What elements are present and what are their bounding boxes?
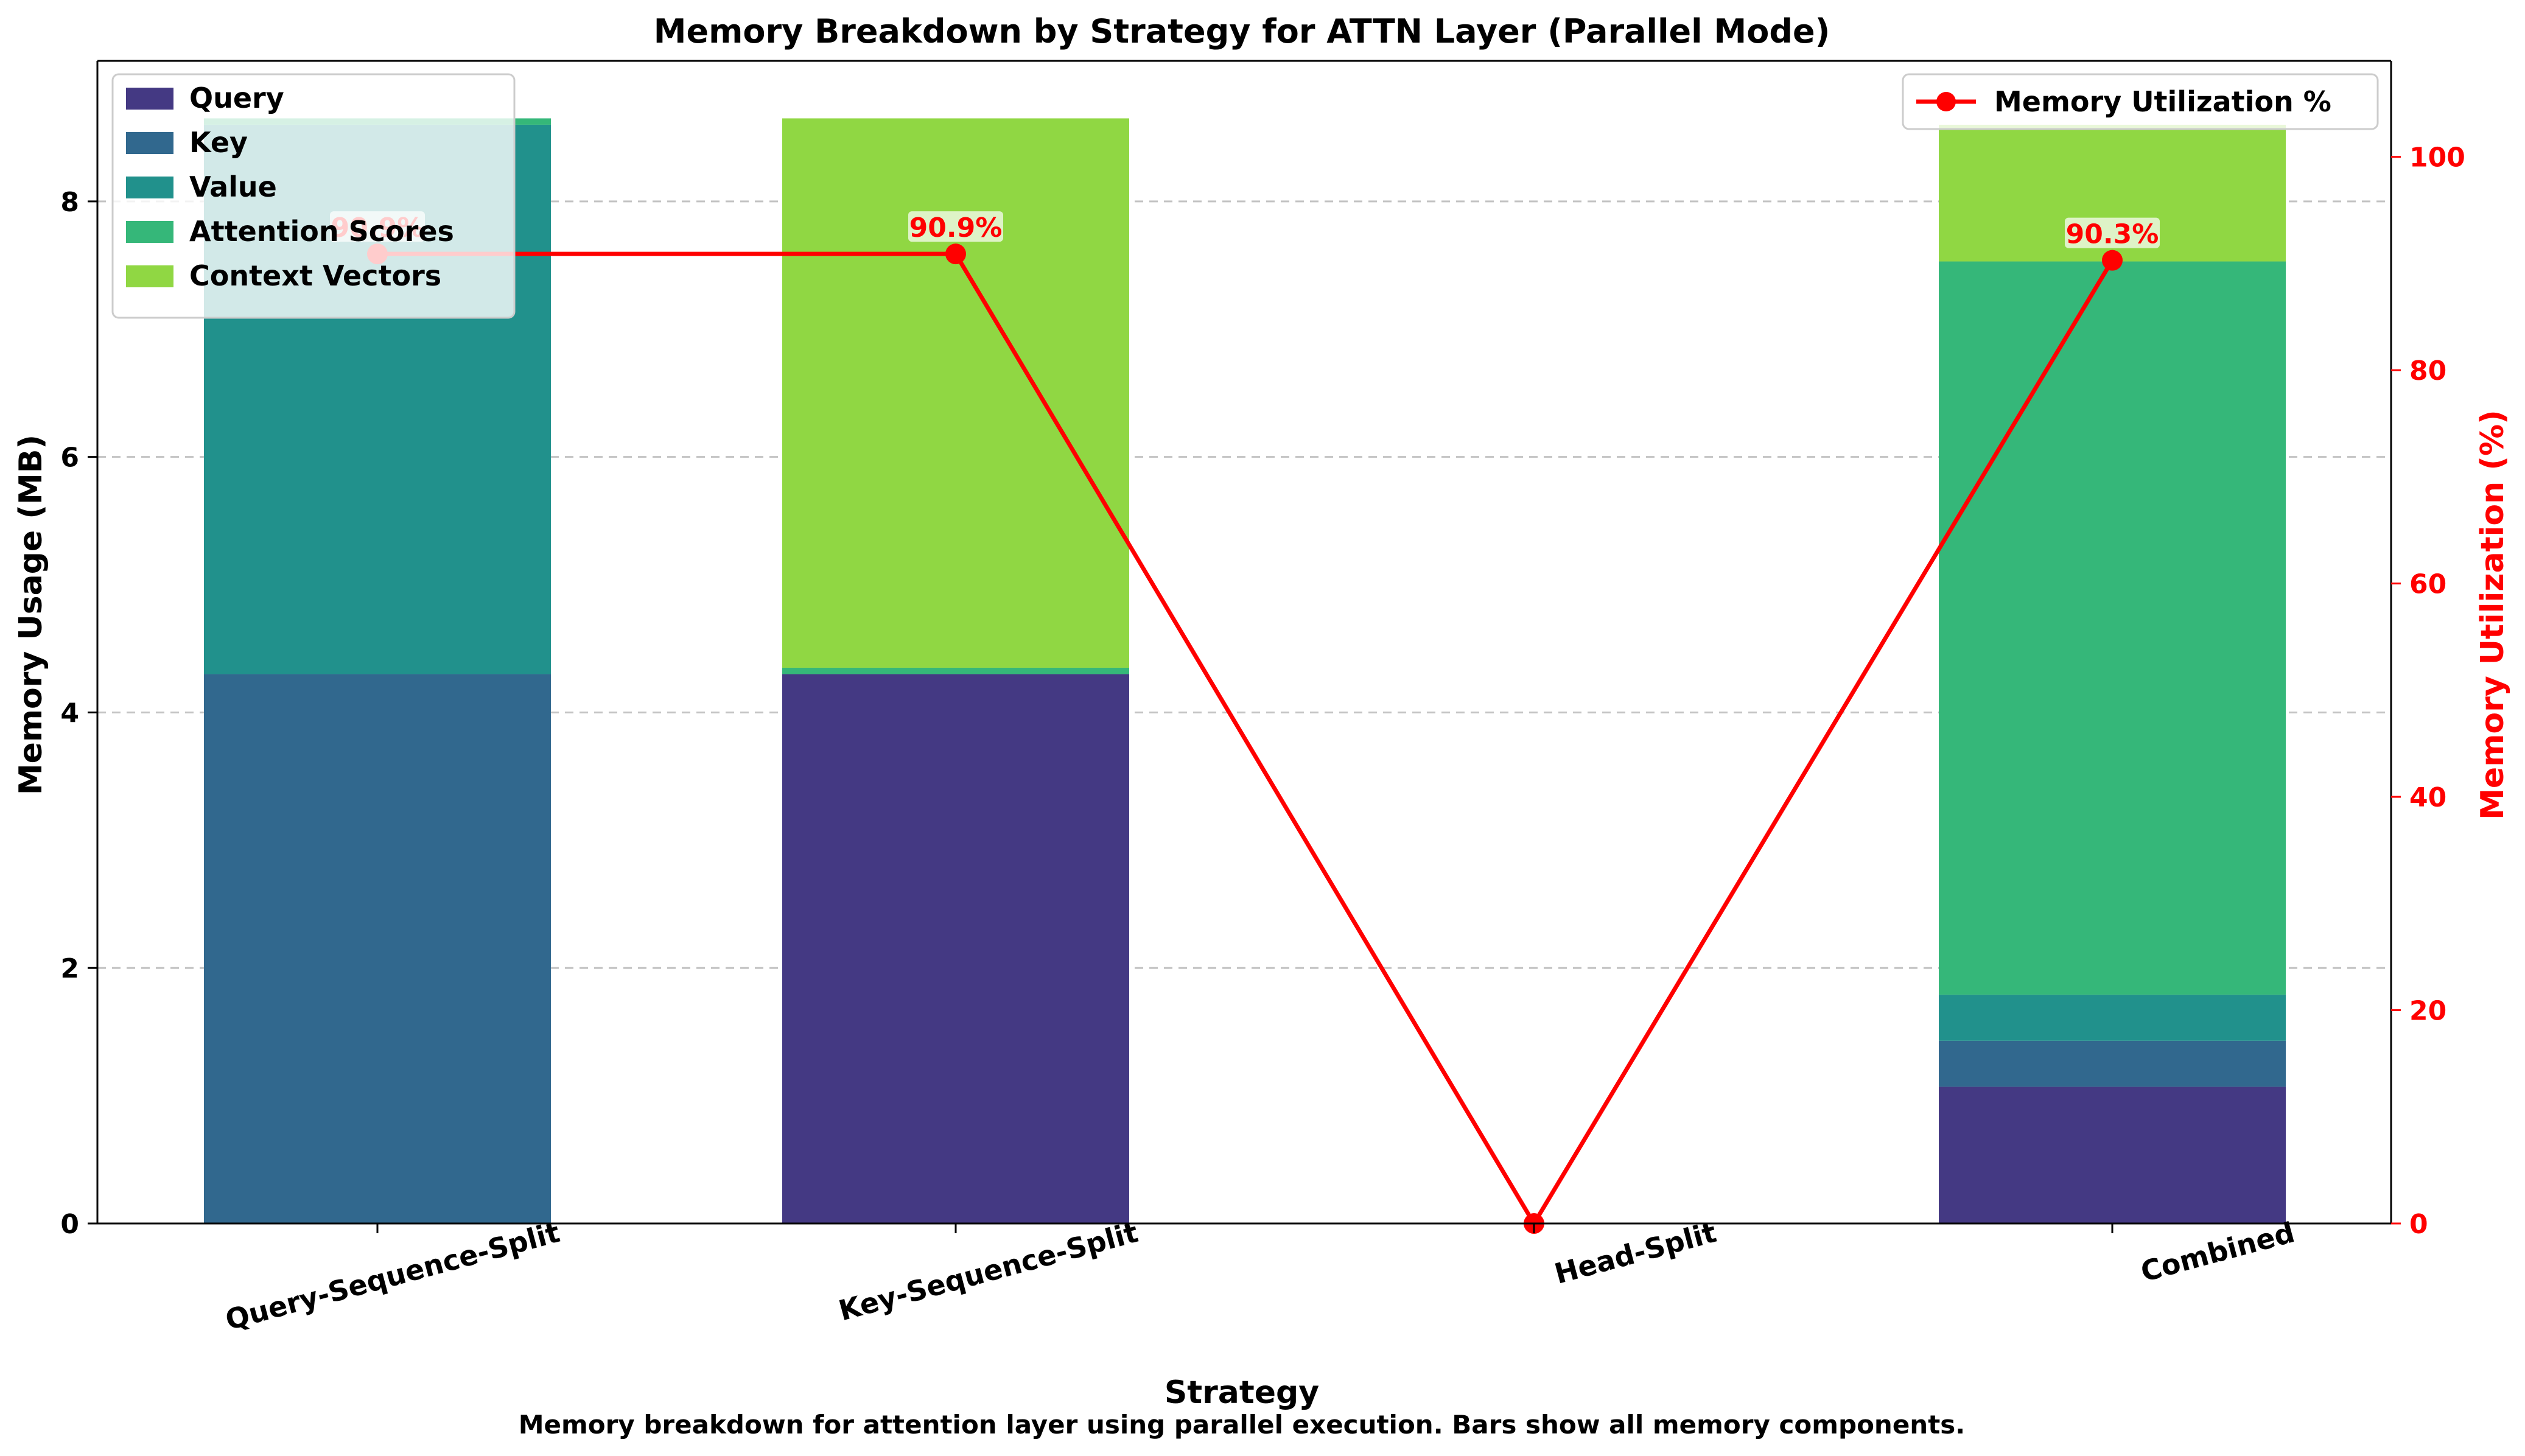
y-axis-label: Memory Usage (MB) — [13, 435, 49, 795]
bar-combined-value — [1939, 995, 2286, 1041]
legend-label-context-vectors: Context Vectors — [189, 259, 441, 292]
legend-label-attention-scores: Attention Scores — [189, 215, 454, 248]
y-tick-label-2: 2 — [60, 953, 79, 984]
y-tick-label-8: 8 — [60, 187, 79, 218]
bar-key-sequence-split-query — [782, 674, 1129, 1223]
y2-tick-label-100: 100 — [2409, 142, 2465, 173]
chart-title: Memory Breakdown by Strategy for ATTN La… — [654, 12, 1830, 51]
utilization-label-bg-key-sequence-split — [908, 211, 1003, 242]
y-tick-label-0: 0 — [60, 1209, 79, 1240]
legend-swatch-key — [126, 132, 173, 154]
legend-label-query: Query — [189, 82, 284, 114]
legend2-label: Memory Utilization % — [1994, 85, 2331, 118]
legend2-marker-swatch — [1936, 92, 1956, 111]
utilization-marker-combined — [2102, 250, 2123, 271]
x-axis-label: Strategy — [1164, 1374, 1319, 1411]
utilization-label-key-sequence-split: 90.9% — [909, 212, 1003, 243]
bar-combined-attention-scores — [1939, 261, 2286, 995]
bar-key-sequence-split-context-vectors — [782, 118, 1129, 668]
y-tick-label-6: 6 — [60, 443, 79, 474]
y2-tick-label-40: 40 — [2409, 782, 2446, 813]
figure-caption: Memory breakdown for attention layer usi… — [519, 1410, 1966, 1440]
utilization-label-combined: 90.3% — [2066, 219, 2159, 250]
legend-box — [111, 73, 516, 319]
bar-combined-key — [1939, 1040, 2286, 1087]
y-tick-label-4: 4 — [60, 698, 79, 729]
y2-tick-label-80: 80 — [2409, 355, 2446, 387]
bars — [204, 118, 2286, 1223]
legend: Query Key Value Attention Scores Context Vec… — [111, 73, 2379, 319]
legend2-box — [1902, 73, 2379, 130]
utilization-line-path — [377, 251, 2115, 1226]
y2-tick-label-0: 0 — [2409, 1209, 2428, 1240]
bar-key-sequence-split-attention-scores — [782, 667, 1129, 674]
bar-query-sequence-split-key — [204, 674, 551, 1223]
utilization-marker-key-sequence-split — [945, 243, 966, 265]
y2-tick-label-20: 20 — [2409, 996, 2446, 1027]
bar-combined-query — [1939, 1087, 2286, 1223]
legend-swatch-query — [126, 88, 173, 110]
legend-swatch-attention-scores — [126, 221, 173, 243]
y2-tick-label-60: 60 — [2409, 569, 2446, 600]
legend-label-key: Key — [189, 126, 248, 159]
legend-swatch-value — [126, 177, 173, 198]
y2-axis-label: Memory Utilization (%) — [2474, 410, 2511, 820]
utilization-label-bg-combined — [2065, 217, 2160, 248]
legend-label-value: Value — [189, 170, 277, 203]
legend-swatch-context-vectors — [126, 265, 173, 287]
